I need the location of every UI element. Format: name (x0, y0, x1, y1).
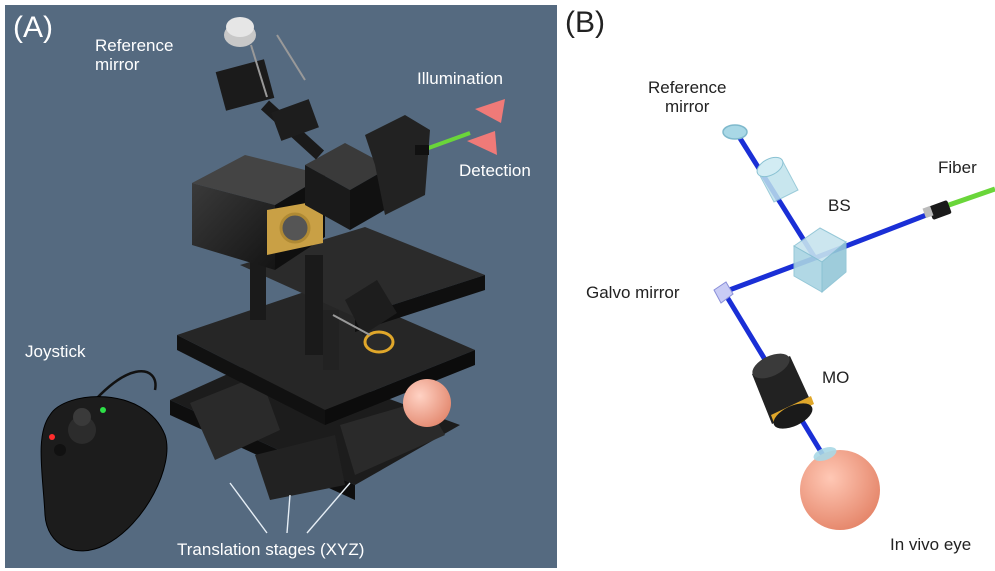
main-housing (192, 155, 325, 270)
beam-paths (721, 133, 935, 472)
fiber-optic (922, 186, 995, 220)
objective-lens-a (332, 280, 397, 354)
in-vivo-eye (800, 447, 880, 530)
detection-label: Detection (459, 161, 531, 180)
fiber-coupler (415, 131, 471, 155)
joystick-device (40, 370, 168, 552)
detection-arrow (467, 131, 497, 155)
illumination-arrow (475, 99, 505, 123)
microscope-objective (752, 353, 814, 429)
panel-a-3d-rendering: (A) Reference mirror Illumination Detect… (5, 5, 557, 568)
bs-label: BS (828, 196, 851, 215)
beamsplitter-mount (305, 115, 430, 230)
fiber-label: Fiber (938, 158, 977, 177)
mo-label: MO (822, 368, 850, 387)
panel-a-graphic (40, 17, 505, 552)
galvo-mirror-optic (713, 281, 734, 304)
panel-b-tag: (B) (565, 6, 605, 39)
eye-model (403, 379, 451, 427)
translation-stage-leaders (229, 482, 351, 534)
joystick-label: Joystick (25, 342, 86, 361)
reference-arm (215, 34, 325, 160)
reference-mirror-label-a: Reference mirror (95, 36, 174, 75)
translation-stages-label: Translation stages (XYZ) (177, 540, 365, 559)
illumination-label: Illumination (417, 69, 503, 88)
reference-mirror-optic (722, 124, 748, 140)
reference-mirror-label-b: Reference mirror (648, 78, 727, 117)
galvo-mirror-label: Galvo mirror (586, 283, 680, 302)
panel-b-schematic: (B) Reference mirror Fiber BS Galvo mirr… (560, 0, 995, 571)
panel-b-graphic (713, 124, 995, 530)
reference-lens (756, 156, 799, 203)
beamsplitter-cube (793, 227, 847, 294)
in-vivo-eye-label: In vivo eye (890, 535, 972, 554)
panel-a-tag: (A) (13, 11, 53, 44)
reference-mirror-knob (224, 17, 256, 47)
